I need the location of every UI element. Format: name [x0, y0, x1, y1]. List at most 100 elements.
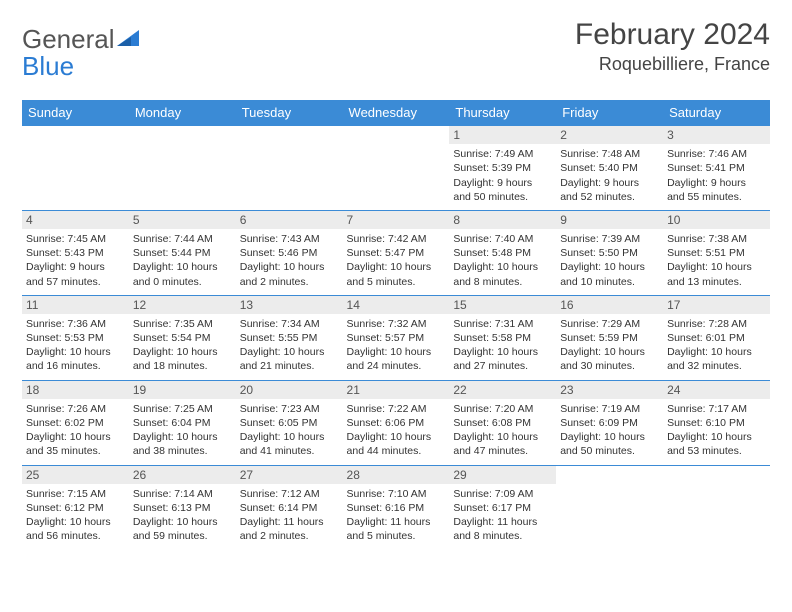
sunset-text: Sunset: 5:44 PM: [133, 246, 232, 260]
calendar-cell: [556, 465, 663, 549]
day-number: 11: [22, 296, 129, 314]
sunrise-text: Sunrise: 7:12 AM: [240, 487, 339, 501]
calendar-cell: 5Sunrise: 7:44 AMSunset: 5:44 PMDaylight…: [129, 210, 236, 295]
day-number: 24: [663, 381, 770, 399]
day-number: 20: [236, 381, 343, 399]
sunset-text: Sunset: 5:40 PM: [560, 161, 659, 175]
calendar-row: 11Sunrise: 7:36 AMSunset: 5:53 PMDayligh…: [22, 295, 770, 380]
sunrise-text: Sunrise: 7:48 AM: [560, 147, 659, 161]
sunset-text: Sunset: 6:13 PM: [133, 501, 232, 515]
sunset-text: Sunset: 5:53 PM: [26, 331, 125, 345]
day-number: 16: [556, 296, 663, 314]
sunrise-text: Sunrise: 7:35 AM: [133, 317, 232, 331]
daylight-text: Daylight: 10 hours and 18 minutes.: [133, 345, 232, 373]
day-number: 18: [22, 381, 129, 399]
calendar-cell: 3Sunrise: 7:46 AMSunset: 5:41 PMDaylight…: [663, 126, 770, 211]
daylight-text: Daylight: 10 hours and 35 minutes.: [26, 430, 125, 458]
daylight-text: Daylight: 11 hours and 5 minutes.: [347, 515, 446, 543]
sunset-text: Sunset: 6:01 PM: [667, 331, 766, 345]
sunrise-text: Sunrise: 7:39 AM: [560, 232, 659, 246]
sunset-text: Sunset: 6:04 PM: [133, 416, 232, 430]
daylight-text: Daylight: 10 hours and 8 minutes.: [453, 260, 552, 288]
daylight-text: Daylight: 9 hours and 52 minutes.: [560, 176, 659, 204]
day-number: 6: [236, 211, 343, 229]
sunset-text: Sunset: 5:39 PM: [453, 161, 552, 175]
calendar-cell: 27Sunrise: 7:12 AMSunset: 6:14 PMDayligh…: [236, 465, 343, 549]
sunrise-text: Sunrise: 7:43 AM: [240, 232, 339, 246]
daylight-text: Daylight: 10 hours and 47 minutes.: [453, 430, 552, 458]
sunrise-text: Sunrise: 7:31 AM: [453, 317, 552, 331]
day-number: 19: [129, 381, 236, 399]
daylight-text: Daylight: 10 hours and 59 minutes.: [133, 515, 232, 543]
daylight-text: Daylight: 10 hours and 2 minutes.: [240, 260, 339, 288]
sunrise-text: Sunrise: 7:40 AM: [453, 232, 552, 246]
sunset-text: Sunset: 6:02 PM: [26, 416, 125, 430]
logo: General: [22, 18, 141, 55]
sunset-text: Sunset: 5:54 PM: [133, 331, 232, 345]
sunrise-text: Sunrise: 7:34 AM: [240, 317, 339, 331]
sunset-text: Sunset: 6:05 PM: [240, 416, 339, 430]
calendar-cell: 11Sunrise: 7:36 AMSunset: 5:53 PMDayligh…: [22, 295, 129, 380]
calendar-cell: 10Sunrise: 7:38 AMSunset: 5:51 PMDayligh…: [663, 210, 770, 295]
day-number: 4: [22, 211, 129, 229]
daylight-text: Daylight: 10 hours and 0 minutes.: [133, 260, 232, 288]
daylight-text: Daylight: 11 hours and 8 minutes.: [453, 515, 552, 543]
sunset-text: Sunset: 5:50 PM: [560, 246, 659, 260]
sunrise-text: Sunrise: 7:49 AM: [453, 147, 552, 161]
day-number: 28: [343, 466, 450, 484]
daylight-text: Daylight: 9 hours and 50 minutes.: [453, 176, 552, 204]
sunset-text: Sunset: 5:58 PM: [453, 331, 552, 345]
title-month: February 2024: [575, 18, 770, 52]
calendar-cell: 2 Sunrise: 7:48 AMSunset: 5:40 PMDaylight…: [556, 126, 663, 211]
sunrise-text: Sunrise: 7:28 AM: [667, 317, 766, 331]
weekday-header: Wednesday: [343, 100, 450, 126]
calendar-cell: 6 Sunrise: 7:43 AMSunset: 5:46 PMDaylight…: [236, 210, 343, 295]
calendar-cell: 23Sunrise: 7:19 AMSunset: 6:09 PMDayligh…: [556, 380, 663, 465]
daylight-text: Daylight: 10 hours and 30 minutes.: [560, 345, 659, 373]
calendar-cell: 15Sunrise: 7:31 AMSunset: 5:58 PMDayligh…: [449, 295, 556, 380]
sunrise-text: Sunrise: 7:22 AM: [347, 402, 446, 416]
calendar-cell: [236, 126, 343, 211]
daylight-text: Daylight: 10 hours and 56 minutes.: [26, 515, 125, 543]
sunset-text: Sunset: 6:16 PM: [347, 501, 446, 515]
sunset-text: Sunset: 5:59 PM: [560, 331, 659, 345]
day-number: 2: [556, 126, 663, 144]
daylight-text: Daylight: 10 hours and 5 minutes.: [347, 260, 446, 288]
calendar-cell: 4Sunrise: 7:45 AMSunset: 5:43 PMDaylight…: [22, 210, 129, 295]
weekday-header: Tuesday: [236, 100, 343, 126]
sunset-text: Sunset: 6:08 PM: [453, 416, 552, 430]
weekday-header: Friday: [556, 100, 663, 126]
daylight-text: Daylight: 10 hours and 21 minutes.: [240, 345, 339, 373]
daylight-text: Daylight: 10 hours and 24 minutes.: [347, 345, 446, 373]
calendar-cell: 18 Sunrise: 7:26 AMSunset: 6:02 PMDayligh…: [22, 380, 129, 465]
sunrise-text: Sunrise: 7:26 AM: [26, 402, 125, 416]
calendar-cell: [129, 126, 236, 211]
calendar-cell: 24Sunrise: 7:17 AMSunset: 6:10 PMDayligh…: [663, 380, 770, 465]
sunset-text: Sunset: 6:06 PM: [347, 416, 446, 430]
sunset-text: Sunset: 6:17 PM: [453, 501, 552, 515]
calendar-body: 1Sunrise: 7:49 AMSunset: 5:39 PMDaylight…: [22, 126, 770, 550]
sunset-text: Sunset: 5:55 PM: [240, 331, 339, 345]
logo-triangle-icon: [117, 24, 139, 55]
daylight-text: Daylight: 10 hours and 32 minutes.: [667, 345, 766, 373]
calendar-cell: 19Sunrise: 7:25 AMSunset: 6:04 PMDayligh…: [129, 380, 236, 465]
sunset-text: Sunset: 5:46 PM: [240, 246, 339, 260]
sunset-text: Sunset: 5:41 PM: [667, 161, 766, 175]
weekday-header: Monday: [129, 100, 236, 126]
calendar-cell: 13Sunrise: 7:34 AMSunset: 5:55 PMDayligh…: [236, 295, 343, 380]
daylight-text: Daylight: 10 hours and 16 minutes.: [26, 345, 125, 373]
day-number: 25: [22, 466, 129, 484]
sunset-text: Sunset: 6:10 PM: [667, 416, 766, 430]
calendar-head: SundayMondayTuesdayWednesdayThursdayFrid…: [22, 100, 770, 126]
calendar-row: 4Sunrise: 7:45 AMSunset: 5:43 PMDaylight…: [22, 210, 770, 295]
weekday-header: Thursday: [449, 100, 556, 126]
sunrise-text: Sunrise: 7:29 AM: [560, 317, 659, 331]
calendar-cell: 8Sunrise: 7:40 AMSunset: 5:48 PMDaylight…: [449, 210, 556, 295]
daylight-text: Daylight: 11 hours and 2 minutes.: [240, 515, 339, 543]
calendar-row: 1Sunrise: 7:49 AMSunset: 5:39 PMDaylight…: [22, 126, 770, 211]
calendar-table: SundayMondayTuesdayWednesdayThursdayFrid…: [22, 100, 770, 549]
daylight-text: Daylight: 10 hours and 10 minutes.: [560, 260, 659, 288]
sunset-text: Sunset: 5:51 PM: [667, 246, 766, 260]
calendar-cell: [663, 465, 770, 549]
sunrise-text: Sunrise: 7:15 AM: [26, 487, 125, 501]
